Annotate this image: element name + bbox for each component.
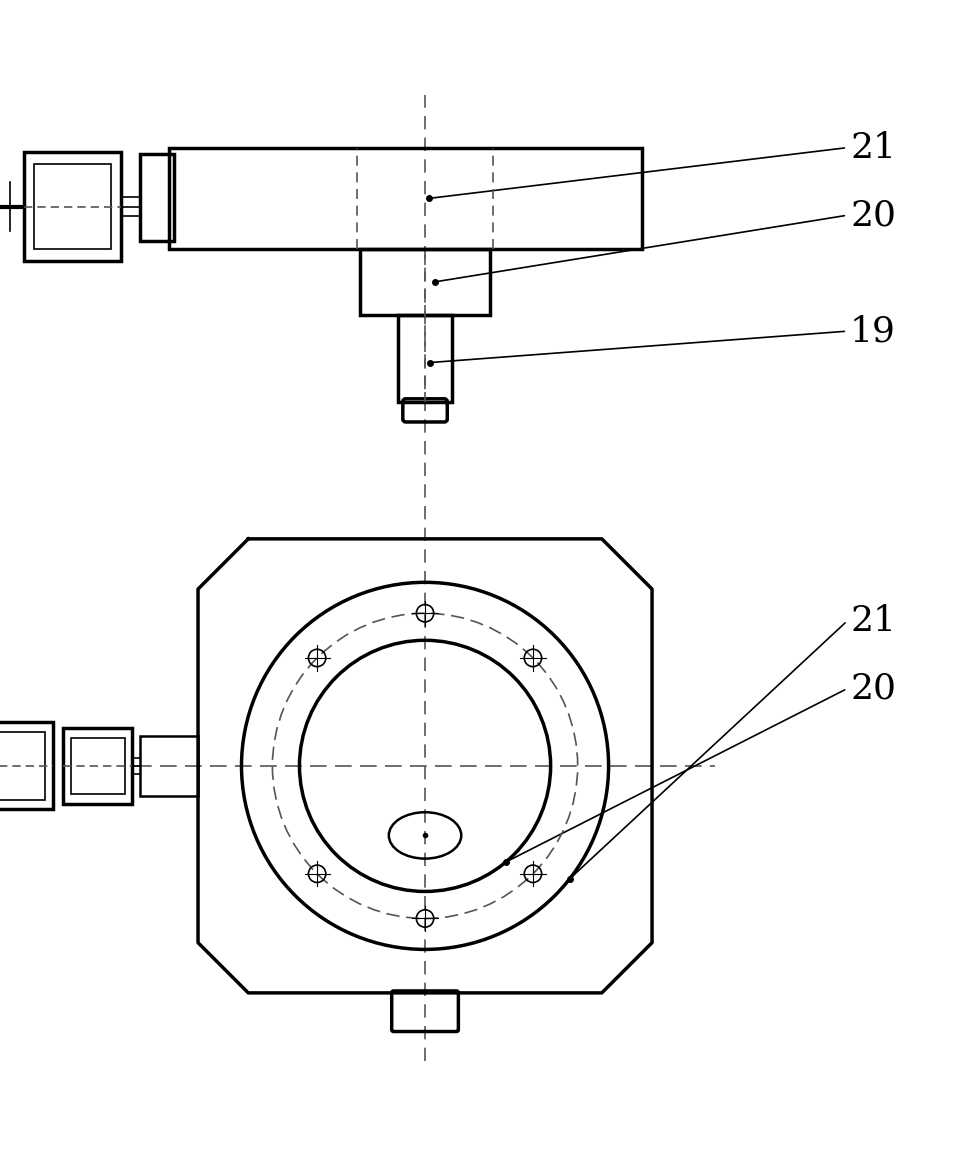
Text: 19: 19 <box>850 314 895 348</box>
Bar <box>169 148 642 249</box>
Bar <box>398 315 451 402</box>
Text: 20: 20 <box>850 671 896 706</box>
Bar <box>24 152 121 261</box>
Bar <box>140 155 174 241</box>
Bar <box>63 728 132 804</box>
Bar <box>140 736 198 796</box>
Bar <box>0 722 53 810</box>
Text: 21: 21 <box>850 131 896 165</box>
Bar <box>34 164 111 249</box>
Text: 21: 21 <box>850 604 896 638</box>
Bar <box>0 732 45 799</box>
Bar <box>359 249 491 315</box>
Text: 20: 20 <box>850 199 896 232</box>
Bar <box>71 738 125 793</box>
